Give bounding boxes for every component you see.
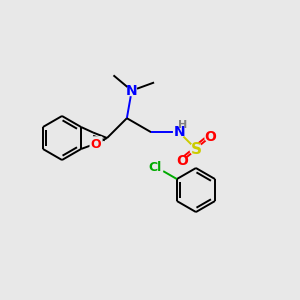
Circle shape: [91, 139, 101, 148]
Text: S: S: [190, 142, 201, 157]
Circle shape: [205, 132, 215, 142]
Text: Cl: Cl: [149, 161, 162, 174]
Text: O: O: [91, 137, 101, 151]
Circle shape: [177, 156, 187, 166]
Circle shape: [152, 162, 164, 174]
Text: O: O: [204, 130, 216, 144]
Text: N: N: [173, 125, 185, 139]
Circle shape: [127, 85, 137, 96]
Text: O: O: [176, 154, 188, 168]
Text: N: N: [126, 84, 137, 98]
Text: H: H: [178, 120, 188, 130]
Circle shape: [190, 143, 202, 155]
Circle shape: [174, 127, 184, 138]
